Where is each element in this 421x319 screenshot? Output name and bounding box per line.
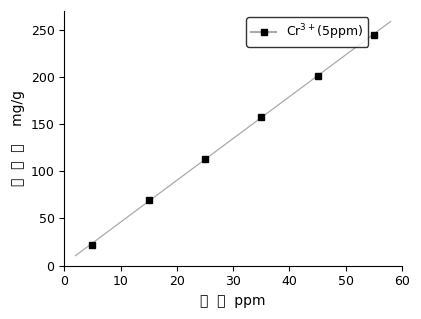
Cr$^{3+}$(5ppm) — [90, 243, 95, 247]
Y-axis label: 吸  附  量    mg/g: 吸 附 量 mg/g — [11, 90, 25, 186]
Cr$^{3+}$(5ppm) — [259, 115, 264, 119]
Cr$^{3+}$(5ppm) — [203, 157, 208, 161]
Line: Cr$^{3+}$(5ppm): Cr$^{3+}$(5ppm) — [89, 31, 377, 249]
Cr$^{3+}$(5ppm) — [315, 74, 320, 78]
X-axis label: 浓  度  ppm: 浓 度 ppm — [200, 294, 266, 308]
Cr$^{3+}$(5ppm) — [371, 33, 376, 37]
Legend: Cr$^{3+}$(5ppm): Cr$^{3+}$(5ppm) — [246, 17, 368, 47]
Cr$^{3+}$(5ppm) — [146, 198, 151, 202]
